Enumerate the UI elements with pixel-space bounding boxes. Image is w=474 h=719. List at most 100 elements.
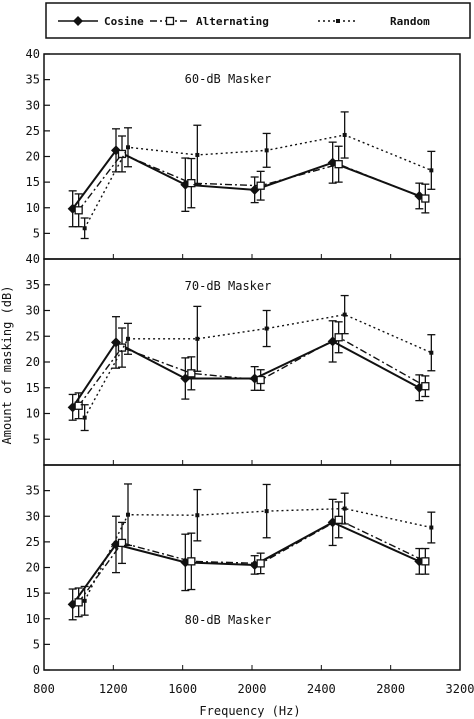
data-point	[117, 149, 127, 159]
legend: Cosine Alternating Random	[45, 2, 471, 39]
y-tick-label: 15	[26, 586, 40, 600]
panel-title: 70-dB Masker	[185, 279, 272, 293]
y-tick-label: 5	[33, 432, 40, 446]
data-point	[82, 415, 87, 420]
data-point	[187, 178, 196, 188]
data-point	[421, 382, 430, 391]
data-point	[195, 336, 200, 341]
x-tick-label: 2400	[307, 682, 336, 696]
series-cosine	[67, 316, 425, 421]
data-point	[429, 168, 434, 173]
data-point	[74, 206, 83, 215]
panel-frame	[43, 464, 461, 671]
series-line	[78, 336, 426, 407]
y-tick-label: 15	[26, 381, 40, 395]
x-tick-label: 2800	[376, 682, 405, 696]
y-tick-label: 20	[26, 561, 40, 575]
panel-title: 60-dB Masker	[185, 72, 272, 86]
panel-2: 5 10 15 20 25 30 35 40 70-dB Masker	[26, 252, 461, 466]
x-axis: 800 1200 1600 2000 2400 2800 3200	[33, 682, 474, 696]
series-line	[71, 340, 420, 408]
y-tick-label: 35	[26, 278, 40, 292]
legend-label-alternating: Alternating	[196, 15, 269, 28]
series-cosine	[67, 498, 425, 621]
y-tick-label: 10	[26, 407, 40, 421]
x-tick-label: 3200	[446, 682, 474, 696]
data-point	[256, 181, 265, 190]
series-random	[80, 111, 436, 240]
y-tick-label: 5	[33, 226, 40, 240]
data-point	[195, 152, 200, 157]
data-point	[256, 375, 265, 385]
legend-label-random: Random	[390, 15, 430, 28]
data-point	[342, 132, 347, 137]
series-line	[78, 519, 426, 603]
x-tick-label: 1600	[168, 682, 197, 696]
y-tick-label: 35	[26, 73, 40, 87]
x-axis-title: Frequency (Hz)	[199, 704, 300, 718]
data-point	[429, 525, 434, 530]
data-point	[195, 513, 200, 518]
data-point	[117, 343, 127, 352]
data-point	[126, 145, 130, 150]
data-point	[264, 509, 269, 514]
series-line	[71, 149, 420, 210]
x-tick-label: 1200	[99, 682, 128, 696]
y-tick-label: 25	[26, 329, 40, 343]
series-random	[80, 294, 436, 432]
panel-title: 80-dB Masker	[185, 613, 272, 627]
legend-box	[45, 2, 471, 39]
x-tick-label: 800	[33, 682, 55, 696]
series-random	[80, 483, 436, 616]
data-point	[342, 312, 347, 317]
series-alternating	[74, 501, 430, 618]
series-line	[84, 507, 432, 602]
y-tick-label: 20	[26, 355, 40, 369]
data-point	[126, 336, 130, 341]
data-point	[421, 194, 430, 203]
y-tick-label: 20	[26, 150, 40, 164]
data-point	[334, 515, 343, 524]
chart-panels: 5 10 15 20 25 30 35 40 60-dB Masker 5 10 15 20 25 30 35…	[26, 47, 461, 677]
y-axis-title: Amount of masking (dB)	[0, 286, 14, 445]
y-tick-label: 40	[26, 252, 40, 266]
data-point	[74, 401, 83, 410]
y-tick-label: 25	[26, 535, 40, 549]
series-alternating	[74, 321, 430, 420]
data-point	[187, 557, 196, 566]
data-point	[342, 506, 347, 511]
y-tick-label: 10	[26, 201, 40, 215]
data-point	[429, 350, 434, 355]
panel-3: 0 5 10 15 20 25 30 35 80-dB Masker	[26, 464, 461, 677]
series-line	[71, 521, 420, 605]
series-cosine	[67, 128, 425, 228]
y-tick-label: 10	[26, 612, 40, 626]
y-tick-label: 30	[26, 304, 40, 318]
legend-marker-random	[336, 19, 340, 23]
y-tick-label: 40	[26, 47, 40, 61]
y-tick-label: 15	[26, 175, 40, 189]
data-point	[264, 326, 269, 331]
data-point	[334, 333, 343, 342]
data-point	[82, 226, 87, 231]
data-point	[334, 160, 343, 169]
series-line	[78, 153, 426, 211]
y-tick-label: 35	[26, 484, 40, 498]
legend-marker-cosine	[73, 16, 83, 26]
y-tick-label: 5	[33, 637, 40, 651]
y-tick-label: 0	[33, 663, 40, 677]
data-point	[256, 559, 265, 568]
y-tick-label: 30	[26, 98, 40, 112]
y-tick-label: 25	[26, 124, 40, 138]
data-point	[264, 148, 269, 153]
data-point	[117, 538, 127, 548]
legend-label-cosine: Cosine	[104, 15, 144, 28]
data-point	[74, 598, 83, 607]
data-point	[126, 512, 130, 517]
x-tick-label: 2000	[238, 682, 267, 696]
y-tick-label: 30	[26, 509, 40, 523]
panel-1: 5 10 15 20 25 30 35 40 60-dB Masker	[26, 47, 461, 260]
data-point	[421, 557, 430, 566]
legend-marker-alternating	[165, 16, 175, 26]
